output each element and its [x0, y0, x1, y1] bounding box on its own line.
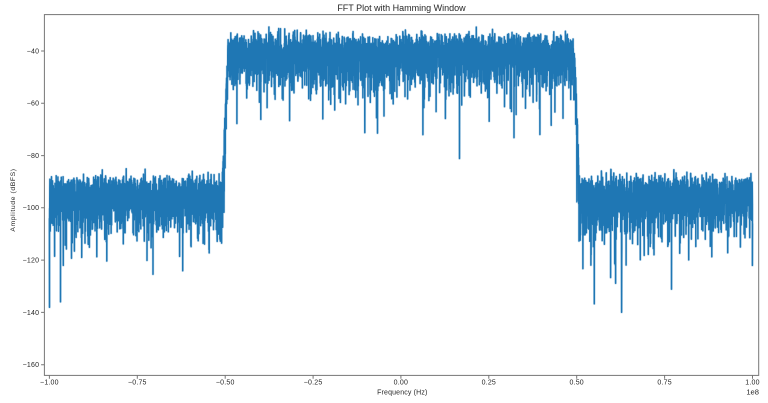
svg-text:−0.75: −0.75: [128, 380, 147, 387]
svg-text:−160: −160: [23, 362, 40, 369]
svg-text:−140: −140: [23, 310, 40, 317]
svg-text:0.25: 0.25: [482, 380, 496, 387]
svg-text:−40: −40: [27, 48, 39, 55]
svg-text:0.75: 0.75: [657, 380, 671, 387]
svg-text:−0.25: −0.25: [304, 380, 323, 387]
svg-text:−0.50: −0.50: [216, 380, 235, 387]
svg-text:−60: −60: [27, 101, 39, 108]
svg-text:Amplitude (dBFS): Amplitude (dBFS): [10, 168, 17, 231]
svg-text:0.00: 0.00: [394, 380, 408, 387]
svg-text:1.00: 1.00: [745, 380, 759, 387]
svg-text:0.50: 0.50: [569, 380, 583, 387]
svg-text:FFT Plot with Hamming Window: FFT Plot with Hamming Window: [337, 3, 466, 13]
svg-text:−1.00: −1.00: [40, 380, 59, 387]
svg-text:Frequency (Hz): Frequency (Hz): [377, 390, 427, 397]
svg-text:1e8: 1e8: [746, 387, 759, 396]
svg-text:−120: −120: [23, 258, 40, 265]
svg-text:−100: −100: [23, 205, 40, 212]
svg-text:−80: −80: [27, 153, 39, 160]
